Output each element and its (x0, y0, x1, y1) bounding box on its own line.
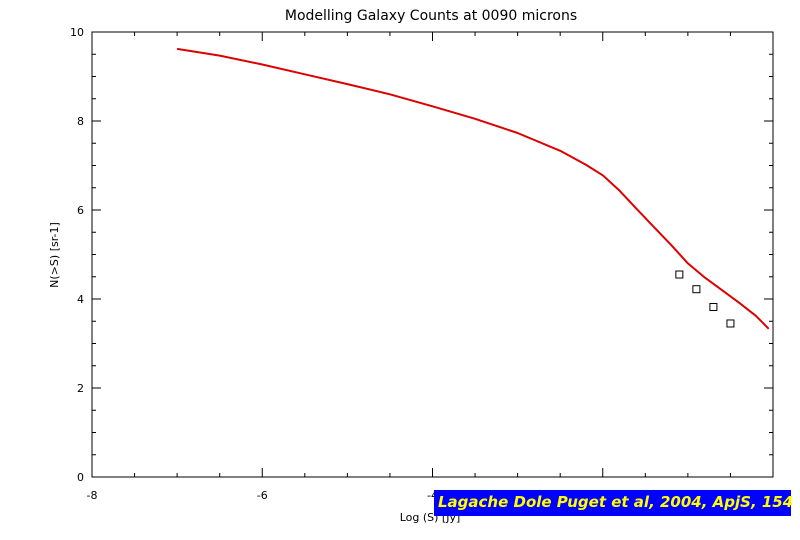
x-tick-label: -4 (427, 489, 438, 502)
y-tick-label: 2 (77, 382, 84, 395)
data-point (675, 270, 684, 279)
citation-text: Lagache Dole Puget et al, 2004, ApjS, 15… (438, 493, 794, 511)
model-curve (176, 47, 770, 330)
plot-frame (91, 31, 774, 478)
data-point (709, 303, 718, 312)
data-point (726, 319, 735, 328)
chart-title: Modelling Galaxy Counts at 0090 microns (285, 8, 577, 24)
y-tick-label: 6 (77, 204, 84, 217)
axis-ticks (91, 31, 774, 478)
y-tick-label: 8 (77, 115, 84, 128)
x-tick-label: -8 (87, 489, 98, 502)
y-tick-label: 4 (77, 293, 84, 306)
axis-tick-labels: -8 -6 -4 0 2 4 6 8 10 (70, 26, 438, 502)
series-layer (176, 47, 770, 330)
y-tick-label: 0 (77, 471, 84, 484)
x-tick-label: -6 (257, 489, 268, 502)
y-tick-label: 10 (70, 26, 84, 39)
citation-box (434, 490, 791, 516)
data-point (692, 285, 701, 294)
y-axis-title: N(>S) [sr-1] (48, 222, 61, 288)
